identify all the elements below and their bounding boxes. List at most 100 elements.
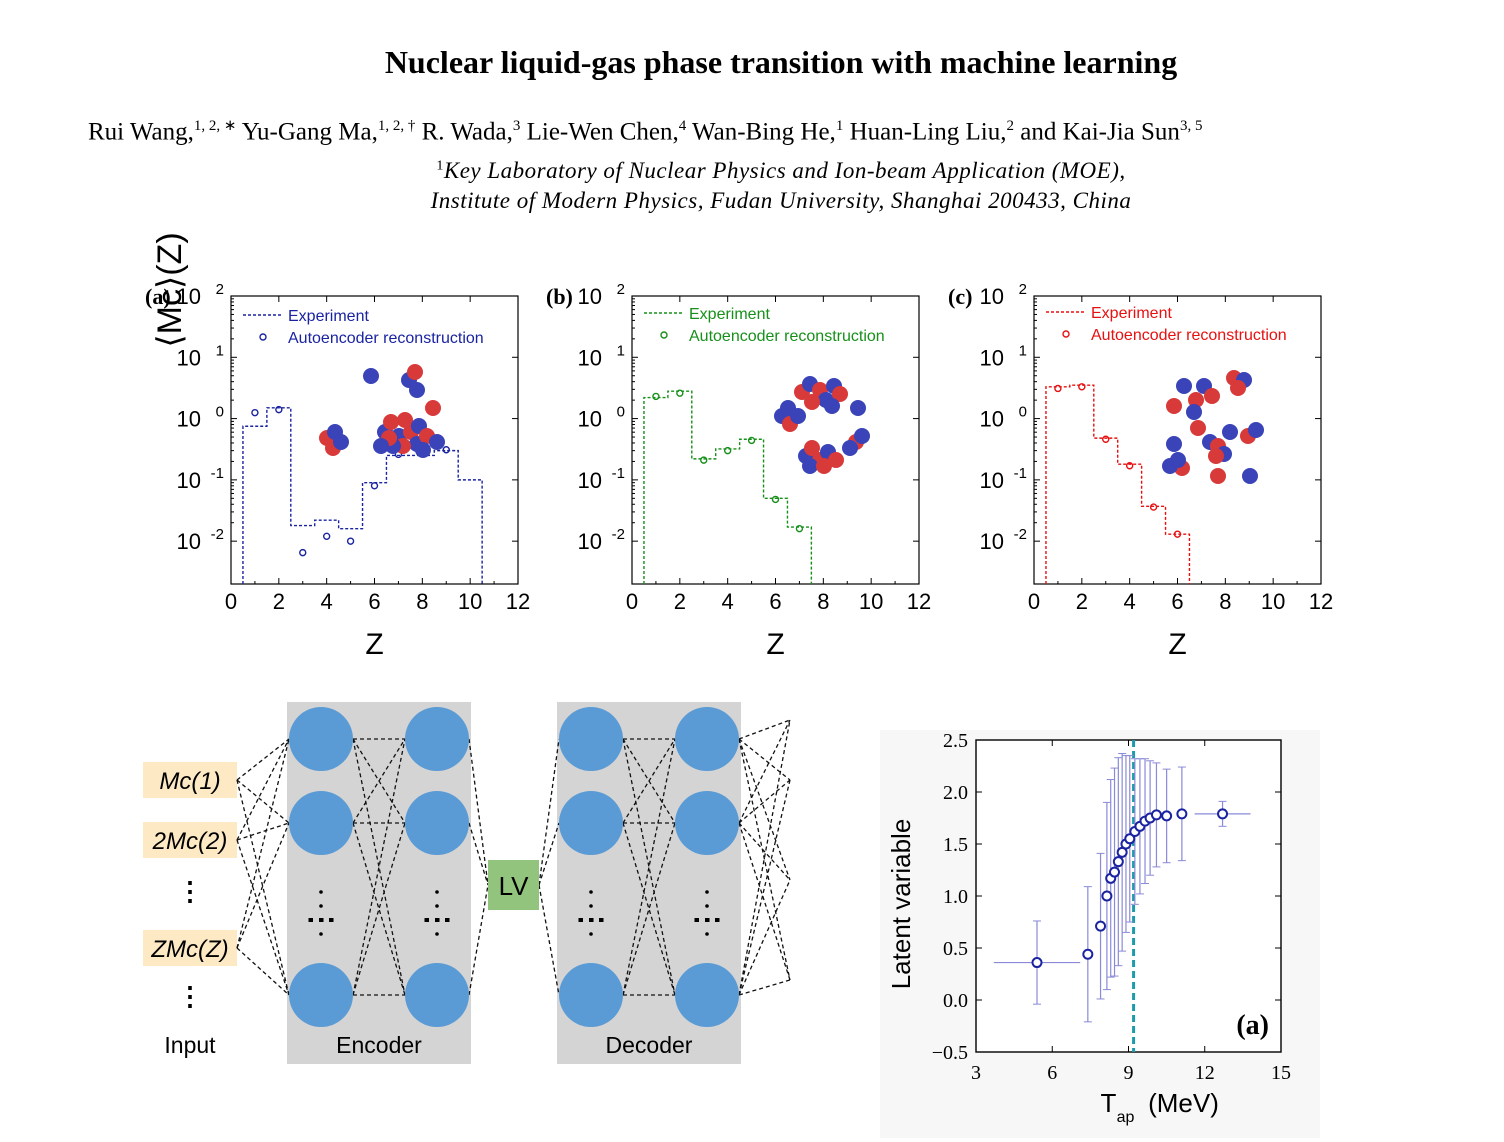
node-dot — [589, 904, 593, 908]
proton-ball — [383, 414, 399, 430]
node-dot — [319, 932, 323, 936]
chart-panel-0: 0 2 4 6 8 10 12 10 2 10 1 10 0 10 -1 10 -2 Z ⟨Mc⟩(Z)(a) Exp… — [145, 232, 530, 661]
reconstruction-point — [322, 532, 331, 541]
x-axis-label: Z — [766, 628, 784, 661]
x-axis-label-subscript: ap — [1117, 1109, 1135, 1126]
latent-connection — [468, 884, 489, 996]
y-tick-label: 0.0 — [943, 990, 968, 1012]
x-tick-label: 10 — [458, 589, 482, 614]
reconstruction-point — [275, 405, 283, 414]
x-tick-label: 8 — [817, 589, 829, 614]
hidden-connection — [622, 738, 676, 996]
node-dot — [435, 918, 439, 922]
proton-ball — [804, 440, 820, 456]
output-connection — [738, 719, 791, 996]
data-point — [1124, 833, 1136, 845]
input-label-caption: Input — [164, 1032, 216, 1058]
node-dot — [589, 890, 593, 894]
reconstruction-point — [747, 436, 756, 445]
legend-label: Autoencoder reconstruction — [1091, 327, 1287, 344]
data-point — [1150, 809, 1162, 821]
reconstruction-point — [1078, 383, 1086, 391]
paper-title: Nuclear liquid-gas phase transition with… — [384, 44, 1178, 80]
encoder-label: Encoder — [336, 1032, 422, 1058]
proton-ball — [1190, 420, 1206, 436]
panel-label: (b) — [546, 284, 573, 309]
panel-label: (a) — [1236, 1010, 1269, 1041]
output-connection — [738, 738, 791, 981]
y-tick-label: 1.5 — [943, 834, 968, 856]
y-axis-label: Latent variable — [886, 819, 916, 990]
author-affiliation-sup: 1, 2, ∗ — [193, 118, 237, 134]
input-label: 2Mc(2) — [152, 828, 228, 855]
hidden-connection — [352, 738, 406, 996]
neutron-ball — [415, 442, 431, 458]
y-tick-exponent: 2 — [216, 281, 224, 298]
output-connection — [738, 719, 791, 740]
x-tick-label: 0 — [225, 589, 237, 614]
proton-ball — [407, 364, 423, 380]
y-tick-label: 10 — [177, 529, 201, 554]
neutron-ball — [333, 434, 349, 450]
x-tick-label: 12 — [506, 589, 530, 614]
author-affiliation-sup: 3 — [512, 118, 521, 134]
experiment-step-line — [1045, 384, 1191, 584]
x-axis-label: Z — [365, 628, 383, 661]
reconstruction-point — [1054, 384, 1062, 393]
x-tick-label: 6 — [1171, 589, 1183, 614]
output-connection — [738, 779, 791, 996]
y-tick-label: 10 — [980, 529, 1004, 554]
decoder-label: Decoder — [606, 1032, 693, 1058]
node-dot — [705, 904, 709, 908]
neuron-node — [289, 707, 353, 771]
input-box — [143, 762, 237, 798]
data-point — [1101, 890, 1113, 902]
reconstruction-point — [652, 392, 660, 401]
author-name: Huan-Ling Liu, — [843, 118, 1007, 146]
proton-ball — [1230, 380, 1246, 396]
data-point — [1161, 810, 1173, 822]
latent-connection — [468, 738, 489, 886]
input-connection — [236, 779, 290, 824]
x-tick-label: 8 — [416, 589, 428, 614]
legend-label: Experiment — [689, 306, 770, 323]
input-label: Mc(1) — [159, 768, 220, 795]
x-tick-label: 15 — [1271, 1062, 1291, 1084]
affiliation-line-1: 1Key Laboratory of Nuclear Physics and I… — [0, 158, 1504, 184]
neutron-ball — [363, 368, 379, 384]
affiliation-text-1: Key Laboratory of Nuclear Physics and Io… — [443, 158, 1126, 183]
x-tick-label: 4 — [321, 589, 333, 614]
neuron-node — [675, 963, 739, 1027]
legend-label: Experiment — [288, 308, 369, 325]
y-tick-label: 10 — [980, 468, 1004, 493]
hidden-connection — [622, 738, 676, 824]
data-point — [1176, 808, 1188, 820]
output-connection — [738, 979, 791, 996]
neuron-node — [559, 707, 623, 771]
data-point — [1095, 920, 1107, 932]
author-affiliation-sup: 1 — [835, 118, 844, 134]
proton-ball — [832, 386, 848, 402]
hidden-connection — [622, 822, 676, 996]
author-affiliation-sup: 3, 5 — [1179, 118, 1203, 134]
node-dot — [705, 918, 709, 922]
y-tick-label: 2.5 — [943, 730, 968, 752]
node-dot — [435, 932, 439, 936]
neuron-node — [405, 707, 469, 771]
y-tick-exponent: 1 — [617, 342, 625, 359]
y-tick-label: 1.0 — [943, 886, 968, 908]
data-point — [1112, 856, 1124, 868]
node-dot — [589, 932, 593, 936]
x-tick-label: 3 — [971, 1062, 981, 1084]
legend-marker-swatch — [1062, 330, 1070, 338]
panel-label: (a) — [145, 284, 171, 309]
author-name: R. Wada, — [415, 118, 513, 146]
neutron-ball — [1186, 404, 1202, 420]
hidden-connection — [352, 738, 406, 996]
y-tick-label: 10 — [578, 284, 602, 309]
legend-label: Autoencoder reconstruction — [288, 330, 484, 347]
author-name: and Kai-Jia Sun — [1013, 118, 1180, 146]
x-tick-label: 0 — [626, 589, 638, 614]
input-connection — [236, 738, 290, 841]
